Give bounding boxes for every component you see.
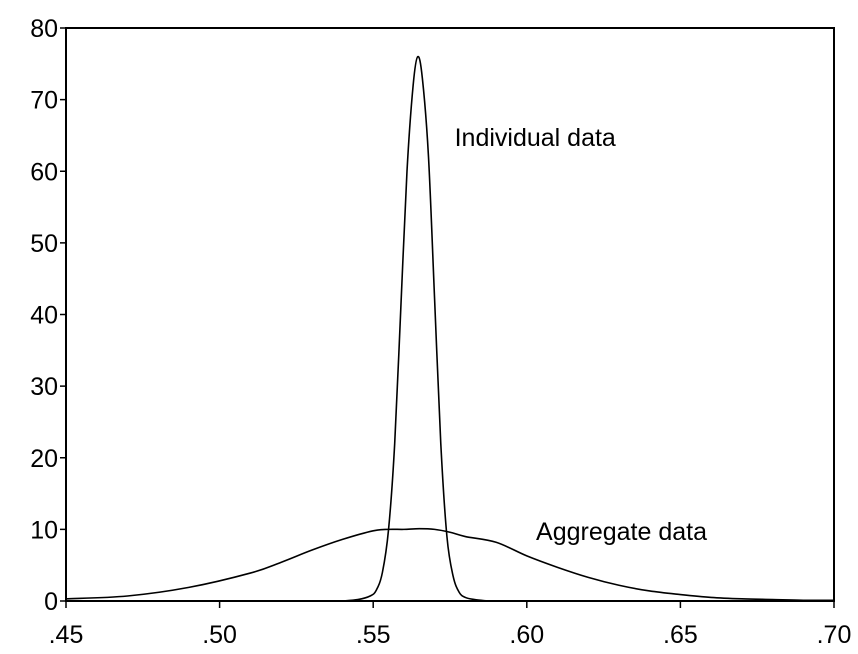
y-tick-label: 10 [30,516,58,544]
x-tick-label: .60 [509,621,544,649]
series-line-aggregate-data [65,527,835,602]
y-tick-label: 70 [30,87,58,115]
annotation-label: Individual data [455,124,616,152]
y-tick-label: 40 [30,302,58,330]
plot-frame [65,27,835,602]
x-tick-label: .55 [356,621,391,649]
x-tick-label: .45 [49,621,84,649]
y-tick-label: 30 [30,373,58,401]
y-tick-label: 50 [30,230,58,258]
y-tick-label: 80 [30,15,58,43]
y-tick-label: 20 [30,445,58,473]
y-tick-label: 60 [30,158,58,186]
x-axis: .45 .50 .55 .60 .65 .70 [49,601,852,649]
x-tick-label: .65 [663,621,698,649]
annotation-label: Aggregate data [536,518,707,546]
x-tick-label: .70 [817,621,852,649]
y-axis: 0 10 20 30 40 50 60 70 80 [30,15,66,616]
annotation-layer: Individual data Aggregate data [455,124,707,546]
y-tick-label: 0 [44,588,58,616]
series-line-individual-data [342,55,487,602]
series-layer [65,55,835,602]
x-tick-label: .50 [202,621,237,649]
